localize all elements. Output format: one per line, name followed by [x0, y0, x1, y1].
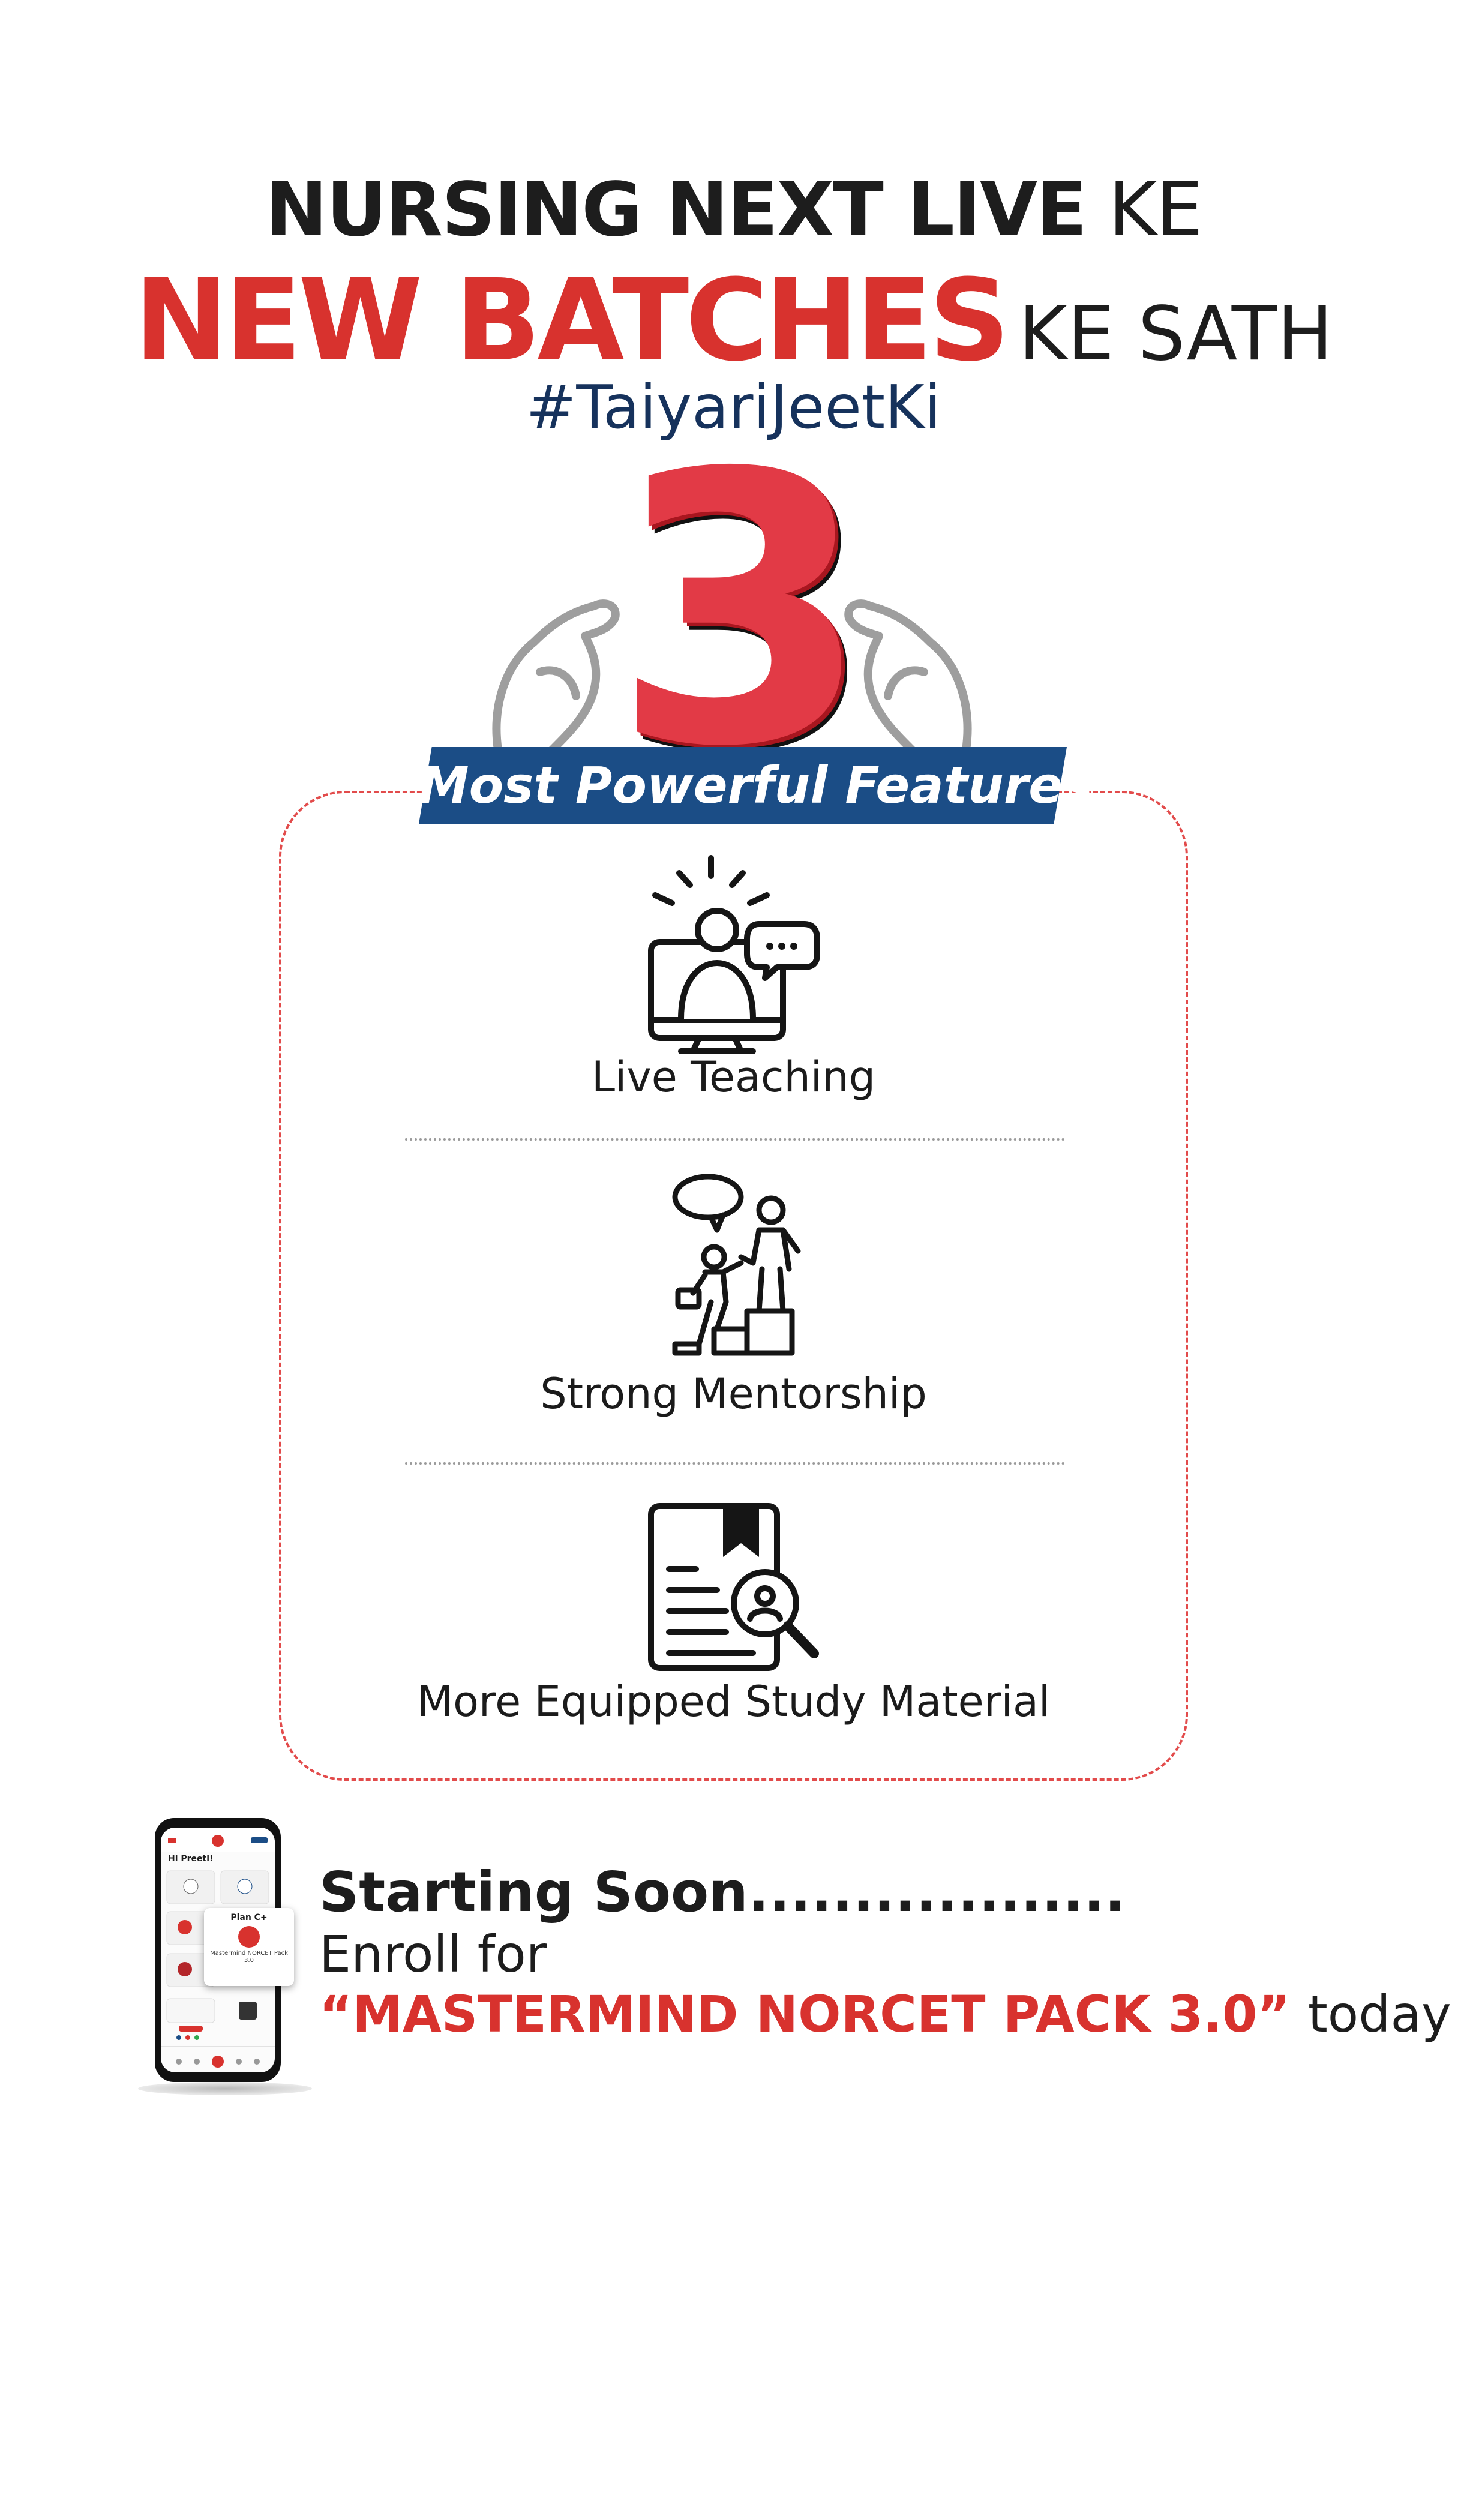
- headline-ke: KE: [1108, 167, 1203, 253]
- feature-label-study-material: More Equipped Study Material: [416, 1677, 1051, 1726]
- pack-name-line: “MASTERMIND NORCET PACK 3.0” today: [319, 1985, 1451, 2044]
- hashtag: #TaiyariJeetKi: [526, 372, 941, 442]
- phone-popup-card: Plan C+ Mastermind NORCET Pack 3.0: [204, 1908, 294, 1986]
- divider: [405, 1462, 1065, 1465]
- pack-name: “MASTERMIND NORCET PACK 3.0”: [319, 1985, 1291, 2044]
- headline-line-1: NURSING NEXT LIVE KE: [0, 165, 1467, 255]
- enroll-for-text: Enroll for: [319, 1925, 547, 1984]
- today-text: today: [1307, 1985, 1451, 2044]
- mentorship-icon: [672, 1174, 801, 1356]
- headline-ke-sath: KE SATH: [1018, 291, 1333, 377]
- popup-text: Mastermind NORCET Pack 3.0: [210, 1950, 288, 1964]
- divider: [405, 1138, 1065, 1141]
- study-material-icon: [648, 1503, 819, 1671]
- headline-line-2: NEW BATCHES KE SATH: [0, 255, 1467, 386]
- phone-screen: Hi Preeti!: [161, 1828, 275, 2072]
- starting-soon-text: Starting Soon..................: [319, 1860, 1126, 1924]
- headline-brand: NURSING NEXT LIVE: [265, 167, 1087, 253]
- big-number-three: 3: [612, 395, 871, 828]
- features-banner-title: Most Powerful Features: [419, 756, 1093, 815]
- phone-shadow: [138, 2082, 312, 2095]
- phone-greeting: Hi Preeti!: [168, 1854, 214, 1864]
- popup-logo-icon: [238, 1926, 260, 1948]
- feature-label-live-teaching: Live Teaching: [591, 1052, 876, 1102]
- phone-app-screen-icon: [161, 1828, 275, 2068]
- live-teaching-icon: [648, 855, 820, 1054]
- flexing-arms-icon: [492, 599, 972, 754]
- feature-label-strong-mentorship: Strong Mentorship: [540, 1369, 927, 1418]
- popup-title: Plan C+: [230, 1913, 268, 1922]
- headline-new-batches: NEW BATCHES: [134, 255, 1010, 386]
- features-banner: [419, 747, 1067, 824]
